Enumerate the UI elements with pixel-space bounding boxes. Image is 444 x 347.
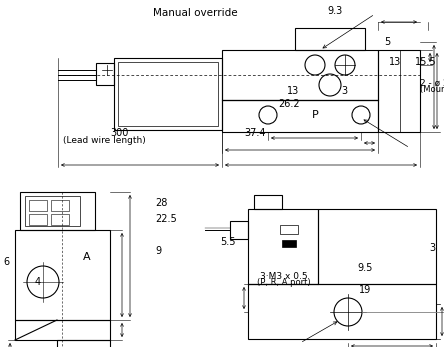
Text: 15.5: 15.5 — [415, 58, 437, 67]
Bar — [96, 63, 114, 85]
Text: (Lead wire length): (Lead wire length) — [63, 136, 146, 145]
Text: 13: 13 — [388, 58, 401, 67]
Text: 4: 4 — [35, 277, 41, 287]
Text: 300: 300 — [111, 128, 129, 137]
Bar — [295, 28, 365, 50]
Bar — [15, 230, 110, 320]
Text: 5.5: 5.5 — [220, 237, 235, 247]
Text: (P, R, A port): (P, R, A port) — [258, 278, 311, 287]
Text: 13: 13 — [287, 86, 299, 96]
Text: 6: 6 — [4, 257, 10, 267]
Bar — [254, 195, 282, 209]
Text: 37.4: 37.4 — [245, 128, 266, 137]
Bar — [57, 340, 110, 347]
Bar — [51, 214, 69, 225]
Text: 9.3: 9.3 — [328, 6, 343, 16]
Bar — [248, 284, 436, 339]
Bar — [114, 58, 222, 130]
Bar — [282, 240, 296, 247]
Bar — [318, 209, 436, 284]
Bar — [248, 209, 318, 284]
Text: 3: 3 — [430, 243, 436, 253]
Bar — [280, 225, 298, 234]
Bar — [15, 320, 110, 340]
Bar — [25, 196, 80, 226]
Bar — [29, 214, 47, 225]
Bar — [29, 200, 47, 211]
Bar — [20, 192, 95, 230]
Bar — [378, 50, 420, 132]
Text: Manual override: Manual override — [153, 8, 238, 18]
Bar — [222, 50, 378, 100]
Bar — [230, 221, 248, 239]
Bar — [118, 62, 218, 126]
Text: P: P — [312, 110, 318, 120]
Text: A: A — [83, 253, 91, 262]
Text: (Mounting holes): (Mounting holes) — [420, 85, 444, 94]
Text: 9.5: 9.5 — [357, 263, 373, 273]
Text: 19: 19 — [359, 285, 371, 295]
Bar — [51, 200, 69, 211]
Bar — [222, 100, 378, 132]
Text: 2 - ø 2.6: 2 - ø 2.6 — [420, 79, 444, 88]
Text: 22.5: 22.5 — [155, 214, 177, 223]
Text: 5: 5 — [384, 37, 390, 46]
Text: 9: 9 — [155, 246, 162, 255]
Text: 3: 3 — [341, 86, 347, 96]
Text: 28: 28 — [155, 198, 168, 208]
Text: 26.2: 26.2 — [278, 99, 299, 109]
Text: 3·M3 x 0.5: 3·M3 x 0.5 — [260, 272, 308, 281]
